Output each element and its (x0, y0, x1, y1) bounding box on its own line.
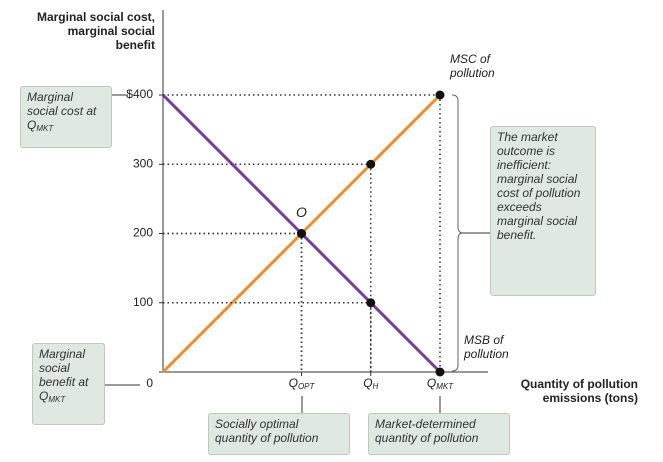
brace (451, 94, 464, 372)
y-tick-label: 200 (133, 226, 153, 240)
point (435, 90, 445, 100)
x-tick-main: Q (289, 376, 298, 390)
y-tick-label: $400 (126, 87, 153, 101)
annotation-sub: MKT (36, 124, 54, 133)
point (366, 298, 376, 308)
point (435, 367, 445, 377)
point (297, 229, 306, 238)
point (366, 159, 376, 169)
x-tick-label: QMKT (427, 376, 454, 391)
series-line (161, 93, 442, 374)
series-line (161, 93, 442, 374)
annotation: Socially optimal quantity of pollution (208, 413, 350, 455)
point-label: O (296, 204, 307, 220)
annotation: Marginal social cost at QMKT (20, 86, 112, 148)
annotation-text: Market-determined quantity of pollution (375, 417, 479, 445)
y-axis-title: Marginal social cost, marginal social be… (36, 10, 155, 52)
series-label: MSB of pollution (464, 333, 509, 361)
series-label: MSC of pollution (450, 52, 495, 80)
annotation: The market outcome is inefficient: margi… (490, 126, 596, 296)
x-tick-label: QOPT (289, 376, 316, 391)
x-tick-sub: MKT (436, 382, 454, 391)
annotation: Marginal social benefit at QMKT (32, 343, 105, 425)
y-tick-label: 0 (146, 376, 153, 390)
x-tick-sub: OPT (298, 382, 316, 391)
annotation: Market-determined quantity of pollution (368, 413, 510, 455)
y-tick-label: 100 (133, 295, 153, 309)
x-tick-label: QH (363, 376, 378, 391)
annotation-text: The market outcome is inefficient: margi… (497, 130, 581, 242)
x-tick-main: Q (427, 376, 436, 390)
annotation-text: Socially optimal quantity of pollution (215, 417, 319, 445)
y-tick-label: 300 (133, 156, 153, 170)
x-axis-title: Quantity of pollution emissions (tons) (520, 377, 638, 405)
annotation-sub: MKT (48, 395, 66, 404)
annotation-text: Marginal social benefit at Q (39, 347, 89, 403)
annotation-text: Marginal social cost at Q (27, 90, 97, 132)
x-tick-sub: H (373, 382, 379, 391)
x-tick-main: Q (363, 376, 372, 390)
